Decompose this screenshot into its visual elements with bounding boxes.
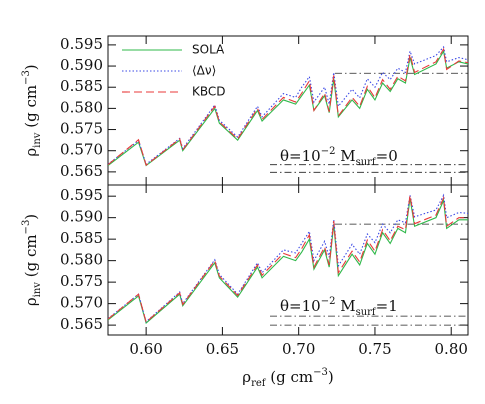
legend-label: ⟨Δν⟩ — [192, 64, 216, 78]
y-tick-label: 0.590 — [60, 56, 103, 74]
x-tick-label: 0.70 — [282, 340, 315, 358]
label-part: M — [335, 147, 355, 165]
label-part: ) — [328, 368, 334, 386]
y-tick-label: 0.585 — [60, 229, 103, 247]
label-part: ρ — [242, 368, 251, 386]
label-part: (g cm — [22, 234, 40, 282]
label: ρinv (g cm−3) — [21, 214, 43, 306]
label: ρref (g cm−3) — [242, 367, 333, 389]
label-part: surf — [356, 307, 377, 318]
y-tick-label: 0.595 — [60, 35, 103, 53]
label-part: M — [335, 297, 355, 315]
label-part: ρ — [22, 297, 40, 306]
y-tick-label: 0.575 — [60, 272, 103, 290]
label-part: =0 — [376, 147, 398, 165]
label-part: (g cm — [266, 368, 314, 386]
label-part: inv — [32, 132, 43, 148]
legend-label: KBCD — [192, 85, 226, 99]
label-part: (g cm — [22, 85, 40, 133]
label-part: θ=10 — [280, 297, 321, 315]
x-tick-label: 0.75 — [358, 340, 391, 358]
series-line — [108, 47, 468, 167]
label: θ=10−2 Msurf=0 — [280, 146, 398, 168]
label-part: ref — [251, 378, 267, 389]
y-tick-label: 0.565 — [60, 162, 103, 180]
label-part: surf — [356, 157, 377, 168]
label-part: −2 — [321, 296, 336, 307]
label-part: θ=10 — [280, 147, 321, 165]
label: θ=10−2 Msurf=1 — [280, 296, 398, 318]
y-tick-label: 0.595 — [60, 186, 103, 204]
label-part: =1 — [376, 297, 398, 315]
y-tick-label: 0.575 — [60, 120, 103, 138]
legend-label: SOLA — [192, 43, 225, 57]
y-tick-label: 0.570 — [60, 141, 103, 159]
x-tick-label: 0.80 — [435, 340, 468, 358]
label-part: ) — [22, 64, 40, 70]
plot-frame — [107, 184, 469, 336]
series-line — [108, 195, 468, 324]
y-tick-label: 0.580 — [60, 98, 103, 116]
label-part: −3 — [21, 70, 32, 85]
y-tick-label: 0.570 — [60, 294, 103, 312]
x-tick-label: 0.60 — [129, 340, 162, 358]
label-part: −2 — [321, 146, 336, 157]
y-tick-label: 0.580 — [60, 251, 103, 269]
label-part: ρ — [22, 148, 40, 157]
y-tick-label: 0.590 — [60, 208, 103, 226]
label-part: −3 — [21, 220, 32, 235]
y-tick-label: 0.565 — [60, 315, 103, 333]
y-tick-label: 0.585 — [60, 77, 103, 95]
x-tick-label: 0.65 — [206, 340, 239, 358]
label-part: ) — [22, 214, 40, 220]
label-part: inv — [32, 282, 43, 298]
label-part: −3 — [313, 367, 328, 378]
label: ρinv (g cm−3) — [21, 64, 43, 156]
